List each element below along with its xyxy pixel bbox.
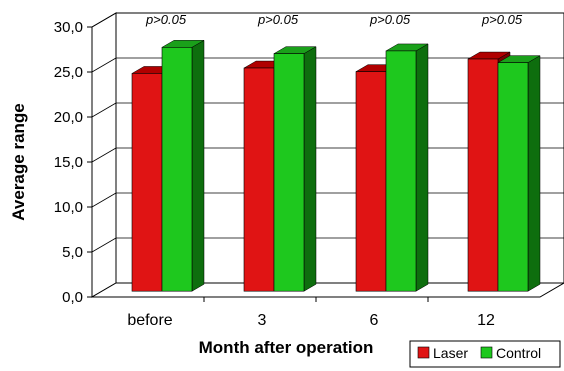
y-tick-label: 20,0 bbox=[54, 109, 83, 126]
y-tick-label: 5,0 bbox=[62, 244, 83, 261]
bar-side-control bbox=[415, 43, 429, 292]
floor bbox=[90, 282, 564, 298]
x-tick-label: 12 bbox=[477, 312, 495, 329]
gridline-side bbox=[91, 102, 117, 118]
chart-labels: 0,0 5,0 10,0 15,0 20,0 25,0 30,0 before p>0.05 3 p… bbox=[54, 12, 523, 329]
x-axis-title: Month after operation bbox=[199, 338, 374, 357]
gridline-side bbox=[91, 192, 117, 208]
legend-swatch-control bbox=[480, 346, 493, 359]
bar-control bbox=[273, 53, 305, 292]
bar-side-control bbox=[527, 55, 541, 292]
bar-control bbox=[385, 50, 417, 292]
legend-label-laser: Laser bbox=[433, 345, 468, 361]
p-value-annotation: p>0.05 bbox=[145, 12, 187, 27]
gridline-side bbox=[91, 147, 117, 163]
bar-laser bbox=[355, 71, 387, 292]
bar-control bbox=[497, 62, 529, 292]
bar-side-control bbox=[191, 39, 205, 292]
bar-side-control bbox=[303, 46, 317, 292]
legend: Laser Control bbox=[409, 340, 561, 368]
legend-label-control: Control bbox=[496, 345, 541, 361]
y-tick-label: 0,0 bbox=[62, 289, 83, 306]
legend-swatch-laser bbox=[417, 346, 430, 359]
y-tick-label: 10,0 bbox=[54, 199, 83, 216]
y-axis-title: Average range bbox=[9, 103, 28, 220]
p-value-annotation: p>0.05 bbox=[257, 12, 299, 27]
chart-axes bbox=[87, 26, 429, 302]
x-tick-label: before bbox=[127, 312, 172, 329]
gridline-side bbox=[91, 57, 117, 73]
gridline-side bbox=[91, 237, 117, 253]
y-tick-label: 30,0 bbox=[54, 19, 83, 36]
y-tick-label: 25,0 bbox=[54, 64, 83, 81]
bar-laser bbox=[467, 58, 499, 292]
x-tick-label: 6 bbox=[370, 312, 379, 329]
p-value-annotation: p>0.05 bbox=[481, 12, 523, 27]
bar-control bbox=[161, 46, 193, 292]
chart-bars bbox=[131, 39, 541, 292]
y-tick-label: 15,0 bbox=[54, 154, 83, 171]
x-tick-label: 3 bbox=[258, 312, 267, 329]
bar-laser bbox=[131, 73, 163, 292]
bar-laser bbox=[243, 67, 275, 292]
gridline-side bbox=[91, 12, 117, 28]
p-value-annotation: p>0.05 bbox=[369, 12, 411, 27]
